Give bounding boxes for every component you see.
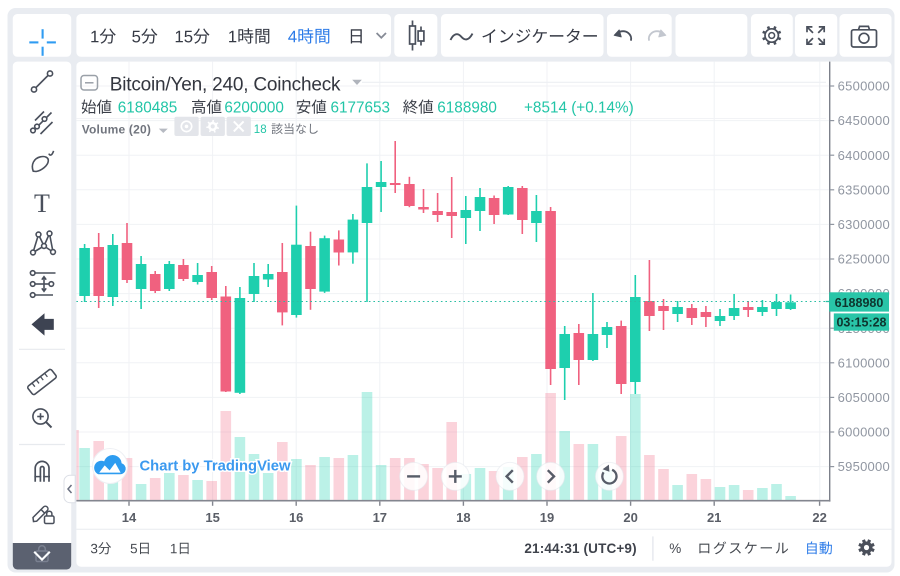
svg-text:22: 22 (812, 510, 826, 525)
svg-text:6177653: 6177653 (331, 100, 391, 117)
svg-text:21: 21 (707, 510, 721, 525)
svg-text:6400000: 6400000 (838, 148, 890, 163)
svg-text:20: 20 (623, 510, 637, 525)
svg-text:6450000: 6450000 (838, 113, 890, 128)
svg-text:6200000: 6200000 (224, 100, 284, 117)
svg-text:18: 18 (254, 124, 267, 136)
svg-text:5950000: 5950000 (838, 459, 890, 474)
svg-text:%: % (669, 541, 681, 556)
svg-text:6188980: 6188980 (835, 296, 884, 310)
svg-text:6188980: 6188980 (437, 100, 497, 117)
svg-text:6000000: 6000000 (838, 425, 890, 440)
svg-text:21:44:31 (UTC+9): 21:44:31 (UTC+9) (524, 541, 636, 556)
svg-text:6350000: 6350000 (838, 182, 890, 197)
svg-text:6180485: 6180485 (118, 100, 178, 117)
svg-text:6500000: 6500000 (838, 79, 890, 94)
svg-text:Volume (20): Volume (20) (82, 123, 151, 137)
svg-text:15: 15 (205, 510, 219, 525)
svg-text:6100000: 6100000 (838, 355, 890, 370)
svg-text:16: 16 (289, 510, 303, 525)
svg-text:T: T (34, 189, 50, 218)
svg-text:6050000: 6050000 (838, 390, 890, 405)
svg-text:+8514 (+0.14%): +8514 (+0.14%) (524, 100, 634, 117)
svg-text:17: 17 (373, 510, 387, 525)
svg-text:6300000: 6300000 (838, 217, 890, 232)
svg-text:Chart by TradingView: Chart by TradingView (140, 458, 292, 474)
svg-text:14: 14 (122, 510, 137, 525)
svg-text:18: 18 (456, 510, 470, 525)
svg-text:03:15:28: 03:15:28 (836, 316, 886, 330)
svg-text:Bitcoin/Yen, 240, Coincheck: Bitcoin/Yen, 240, Coincheck (110, 75, 341, 96)
svg-text:6250000: 6250000 (838, 252, 890, 267)
svg-text:19: 19 (540, 510, 554, 525)
